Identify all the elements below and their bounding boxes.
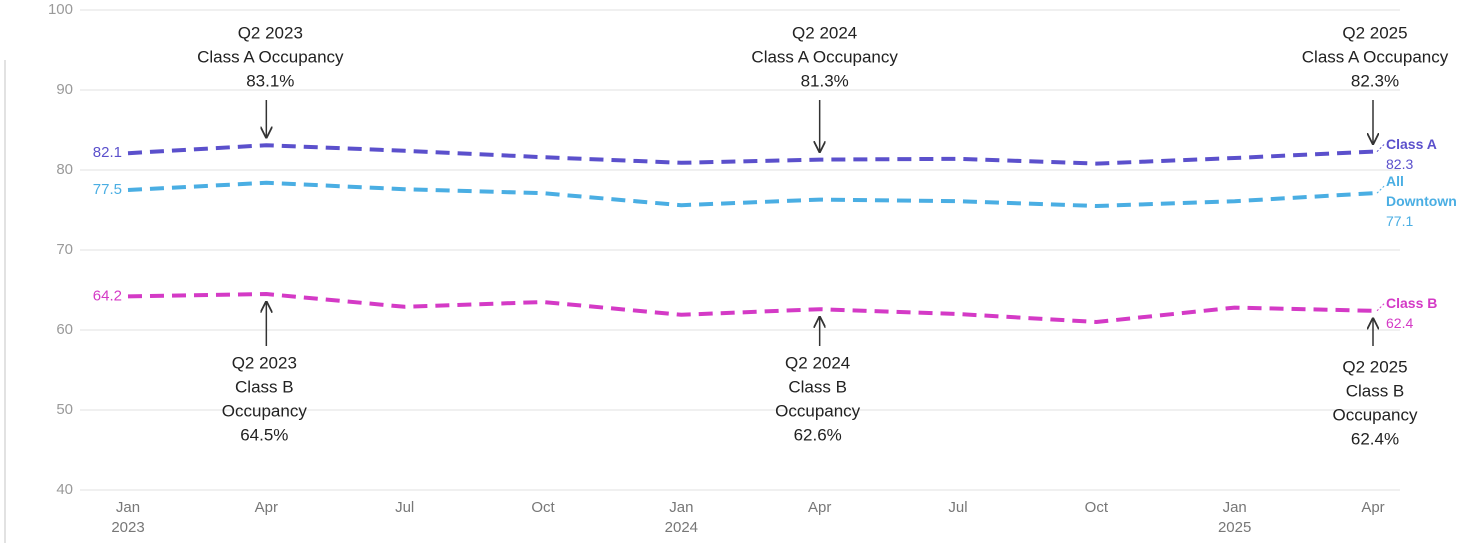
annotation-text: 81.3% [801, 71, 849, 90]
x-tick-label: Oct [531, 499, 555, 516]
x-tick-label-box: Oct [531, 499, 555, 516]
annotation-text: Q2 2023 [238, 23, 303, 42]
legend-name-box: All Downtown [1386, 173, 1457, 210]
x-tick-label: Jul [395, 499, 415, 516]
legend-name: Class A [1386, 135, 1437, 152]
annotation-text: Occupancy [222, 401, 308, 420]
legend-name-box: Class A [1386, 135, 1437, 152]
y-tick-label: 60 [56, 321, 73, 338]
x-tick-label-box: Jan 2024 [664, 499, 699, 536]
annotation-text: 62.4% [1351, 429, 1399, 448]
line-series [127, 292, 1374, 324]
x-tick-label-box: Apr [254, 499, 278, 516]
line-series [127, 143, 1374, 166]
annotation-text: Q2 2025 [1342, 23, 1407, 42]
end-value-label-box: 62.4 [1386, 314, 1414, 331]
end-value-label: 62.4 [1386, 314, 1414, 331]
line-series [127, 180, 1374, 208]
x-tick-label: Jul [948, 499, 968, 516]
x-tick-label-box: Jan 2023 [111, 499, 145, 536]
end-leader [1376, 184, 1386, 194]
y-tick-label: 80 [56, 161, 73, 178]
annotation-text: Class A Occupancy [197, 47, 344, 66]
legend-name: All Downtown [1386, 173, 1457, 210]
annotation-text: Class A Occupancy [1302, 47, 1449, 66]
x-tick-label: Jan 2023 [111, 499, 145, 536]
end-value-label-box: 82.3 [1386, 155, 1414, 172]
annotation-text: Q2 2024 [785, 353, 850, 372]
x-tick-label: Jan 2025 [1217, 499, 1252, 536]
x-tick-label-box: Jul [948, 499, 968, 516]
end-value-label-box: 77.1 [1386, 213, 1414, 230]
end-leader [1376, 302, 1386, 312]
annotation-text: 64.5% [240, 425, 288, 444]
annotation-text: Class B [235, 377, 294, 396]
annotation-text: Class B [1346, 381, 1405, 400]
annotation-text: Occupancy [1332, 405, 1418, 424]
annotation-text: Class A Occupancy [751, 47, 898, 66]
x-tick-label-box: Oct [1084, 499, 1108, 516]
x-tick-label-box: Apr [1361, 499, 1385, 516]
annotation-text: Q2 2023 [232, 353, 297, 372]
start-value-label: 82.1 [93, 144, 122, 161]
x-tick-label: Apr [1361, 499, 1385, 516]
y-tick-label: 90 [56, 81, 73, 98]
x-tick-label: Oct [1084, 499, 1108, 516]
y-tick-label: 40 [56, 481, 73, 498]
x-tick-label: Apr [254, 499, 278, 516]
end-value-label: 82.3 [1386, 155, 1414, 172]
x-tick-label-box: Jul [395, 499, 415, 516]
start-value-label: 77.5 [93, 181, 122, 198]
y-tick-label: 70 [56, 241, 73, 258]
legend-name-box: Class B [1386, 294, 1438, 311]
annotation-text: 82.3% [1351, 71, 1399, 90]
annotation-text: Class B [788, 377, 847, 396]
annotation-text: Occupancy [775, 401, 861, 420]
y-tick-label: 50 [56, 401, 73, 418]
x-tick-label-box: Apr [807, 499, 832, 516]
y-tick-label: 100 [48, 1, 73, 18]
annotation-text: Q2 2024 [792, 23, 857, 42]
start-value-label: 64.2 [93, 287, 122, 304]
end-value-label: 77.1 [1386, 213, 1414, 230]
annotation-text: Q2 2025 [1342, 357, 1407, 376]
x-tick-label: Apr [807, 499, 832, 516]
x-tick-label: Jan 2024 [664, 499, 699, 536]
x-tick-label-box: Jan 2025 [1217, 499, 1252, 536]
annotation-text: 83.1% [246, 71, 294, 90]
end-leader [1376, 143, 1386, 152]
annotation-text: 62.6% [794, 425, 842, 444]
legend-name: Class B [1386, 294, 1438, 311]
